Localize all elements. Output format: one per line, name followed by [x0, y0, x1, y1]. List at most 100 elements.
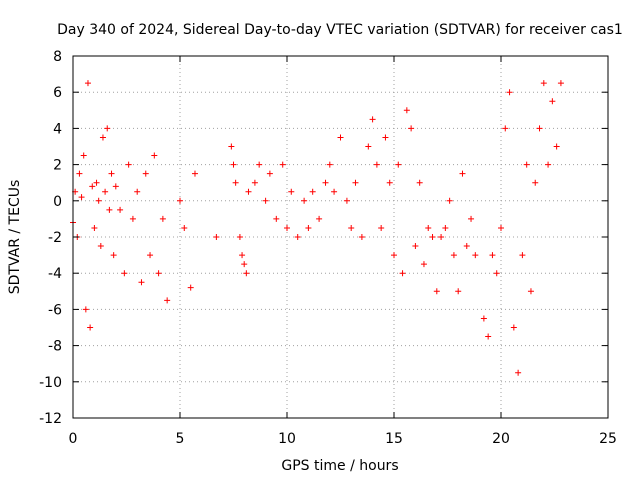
data-point [557, 80, 564, 87]
data-point [301, 197, 308, 204]
data-point [425, 224, 432, 231]
data-point [455, 288, 462, 295]
data-point [369, 116, 376, 123]
data-point [241, 261, 248, 268]
y-tick-label: -2 [48, 230, 62, 246]
data-point [147, 252, 154, 259]
y-axis-label: SDTVAR / TECUs [7, 180, 23, 295]
y-tick-label: -12 [39, 411, 62, 427]
y-tick-label: -4 [48, 266, 62, 282]
chart-title: Day 340 of 2024, Sidereal Day-to-day VTE… [57, 22, 623, 38]
data-point [230, 161, 237, 168]
data-point [232, 179, 239, 186]
data-point [87, 324, 94, 331]
data-point [236, 234, 243, 240]
data-point [142, 170, 149, 177]
data-point [450, 252, 457, 259]
data-point [348, 224, 355, 231]
y-tick-label: 6 [53, 85, 62, 101]
data-point [164, 297, 171, 304]
data-point [97, 243, 104, 250]
data-point [373, 161, 380, 168]
data-point [106, 206, 113, 213]
x-tick-label: 25 [599, 431, 617, 447]
data-point [121, 270, 128, 277]
data-point [228, 143, 235, 150]
data-point [243, 270, 250, 277]
data-point [191, 170, 198, 177]
data-point [519, 252, 526, 259]
data-point [89, 183, 96, 190]
y-tick-label: -10 [39, 375, 62, 391]
data-point [84, 80, 91, 87]
data-point [420, 261, 427, 268]
x-tick-label: 15 [385, 431, 403, 447]
data-point [76, 170, 83, 177]
data-point [442, 224, 449, 231]
data-points [70, 80, 564, 376]
grid-lines [73, 56, 608, 418]
data-point [352, 179, 359, 186]
data-point [382, 134, 389, 141]
data-point [104, 125, 111, 132]
data-point [110, 252, 117, 259]
data-point [438, 234, 445, 240]
data-point [378, 224, 385, 231]
y-tick-label: -8 [48, 339, 62, 355]
data-point [463, 243, 470, 250]
y-tick-label: 2 [53, 158, 62, 174]
y-tick-label: -6 [48, 302, 62, 318]
y-axis-tick-labels: -12 -10 -8 -6 -4 -2 0 2 4 6 8 [39, 49, 62, 427]
data-point [187, 284, 194, 291]
data-point [322, 179, 329, 186]
axis-ticks [72, 55, 609, 419]
data-point [459, 170, 466, 177]
data-point [159, 215, 166, 222]
data-point [112, 183, 119, 190]
data-point [532, 179, 539, 186]
data-point [93, 179, 100, 186]
data-point [80, 152, 87, 159]
data-point [429, 234, 436, 240]
data-point [412, 243, 419, 250]
data-point [408, 125, 415, 132]
data-point [305, 224, 312, 231]
data-point [151, 152, 158, 159]
data-point [515, 369, 522, 376]
data-point [523, 161, 530, 168]
data-point [294, 234, 301, 240]
data-point [155, 270, 162, 277]
data-point [502, 125, 509, 132]
data-point [138, 279, 145, 286]
data-point [279, 161, 286, 168]
data-point [134, 188, 141, 195]
data-point [506, 89, 513, 96]
x-axis-label: GPS time / hours [281, 458, 398, 474]
x-tick-label: 10 [278, 431, 296, 447]
data-point [117, 206, 124, 213]
data-point [489, 252, 496, 259]
data-point [309, 188, 316, 195]
data-point [331, 188, 338, 195]
data-point [125, 161, 132, 168]
data-point [480, 315, 487, 322]
data-point [549, 98, 556, 105]
data-point [416, 179, 423, 186]
data-point [540, 80, 547, 87]
data-point [284, 224, 290, 231]
data-point [403, 107, 410, 114]
data-point [399, 270, 406, 277]
data-point [326, 161, 333, 168]
data-point [78, 194, 85, 201]
data-point [95, 197, 102, 204]
data-point [343, 197, 350, 204]
data-point [433, 288, 440, 295]
data-point [386, 179, 393, 186]
data-point [91, 224, 98, 231]
data-point [181, 224, 188, 231]
data-point [468, 215, 475, 222]
data-point [129, 215, 136, 222]
data-point [395, 161, 402, 168]
y-tick-label: 4 [53, 121, 62, 137]
